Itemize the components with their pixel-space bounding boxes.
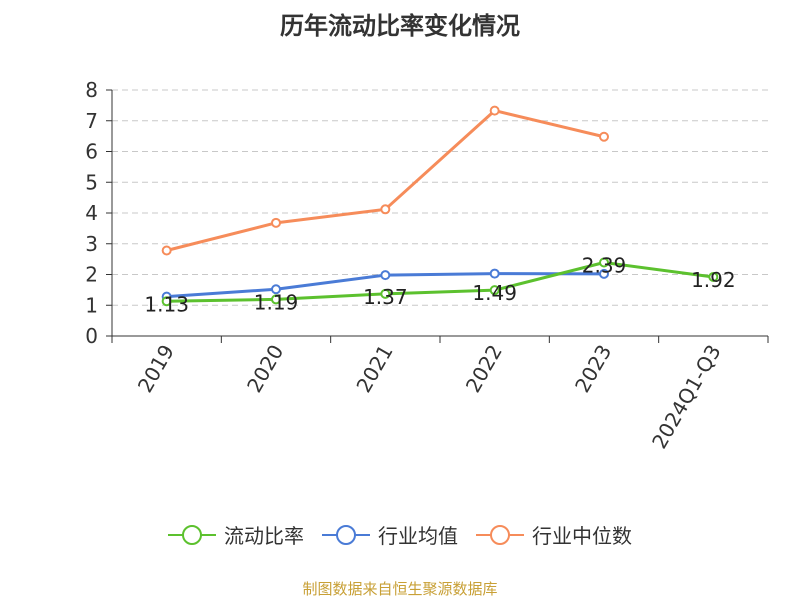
data-point xyxy=(489,105,500,116)
legend-marker xyxy=(182,524,202,545)
data-point xyxy=(271,284,281,295)
data-label: 1.49 xyxy=(472,281,517,305)
x-tick-label: 2023 xyxy=(570,341,616,397)
data-source-note: 制图数据来自恒生聚源数据库 xyxy=(302,580,498,598)
x-tick-label: 2021 xyxy=(351,341,397,397)
legend-label-current-ratio: 流动比率 xyxy=(224,524,304,548)
legend-item-industry-median[interactable]: 行业中位数 xyxy=(476,520,632,549)
data-label: 1.37 xyxy=(363,285,408,309)
y-tick-label: 5 xyxy=(85,170,98,194)
data-point xyxy=(161,296,172,307)
x-tick-label: 2019 xyxy=(133,341,179,397)
y-tick-label: 3 xyxy=(85,232,98,256)
legend-label-industry-mean: 行业均值 xyxy=(378,524,458,548)
series-current-ratio xyxy=(161,257,719,307)
legend-label-industry-median: 行业中位数 xyxy=(532,524,632,548)
data-point xyxy=(599,131,609,142)
y-tick-label: 6 xyxy=(85,140,98,164)
line-chart: 0 1 2 3 4 5 6 7 8 2019 2020 2021 2022 2023 2024Q1-Q3 1.… xyxy=(85,78,769,453)
data-point xyxy=(599,257,609,268)
data-point xyxy=(380,204,391,215)
data-point xyxy=(708,271,719,282)
legend: 流动比率 行业均值 行业中位数 xyxy=(0,520,800,549)
data-point xyxy=(161,245,172,256)
legend-item-industry-mean[interactable]: 行业均值 xyxy=(322,520,458,549)
x-tick-label: 2024Q1-Q3 xyxy=(647,341,726,453)
data-point xyxy=(380,288,391,299)
legend-marker xyxy=(490,524,510,545)
data-point xyxy=(489,268,500,279)
data-label: 1.92 xyxy=(691,268,736,292)
y-tick-label: 8 xyxy=(85,78,98,102)
x-tick-label: 2022 xyxy=(461,340,507,396)
x-tick-label: 2020 xyxy=(242,341,288,397)
data-point xyxy=(271,217,281,228)
data-label: 2.39 xyxy=(582,254,627,278)
legend-swatch-industry-mean xyxy=(322,524,370,545)
y-tick-label: 7 xyxy=(85,109,98,133)
series-industry-median xyxy=(161,105,609,256)
y-tick-label: 1 xyxy=(85,293,98,317)
legend-marker xyxy=(336,524,356,545)
legend-item-current-ratio[interactable]: 流动比率 xyxy=(168,520,304,549)
legend-swatch-industry-median xyxy=(476,524,524,545)
data-label: 1.13 xyxy=(144,292,189,316)
y-tick-label: 2 xyxy=(85,263,98,287)
data-label: 1.19 xyxy=(254,290,299,314)
data-point xyxy=(489,285,500,296)
data-point xyxy=(380,270,391,281)
y-tick-label: 4 xyxy=(85,201,98,225)
series-line xyxy=(166,109,605,252)
legend-swatch-current-ratio xyxy=(168,524,216,545)
data-point xyxy=(271,294,281,305)
data-point xyxy=(599,268,609,279)
series-industry-mean xyxy=(161,268,609,302)
chart-title: 历年流动比率变化情况 xyxy=(280,12,520,40)
series-line xyxy=(166,261,714,303)
y-tick-label: 0 xyxy=(85,324,98,348)
